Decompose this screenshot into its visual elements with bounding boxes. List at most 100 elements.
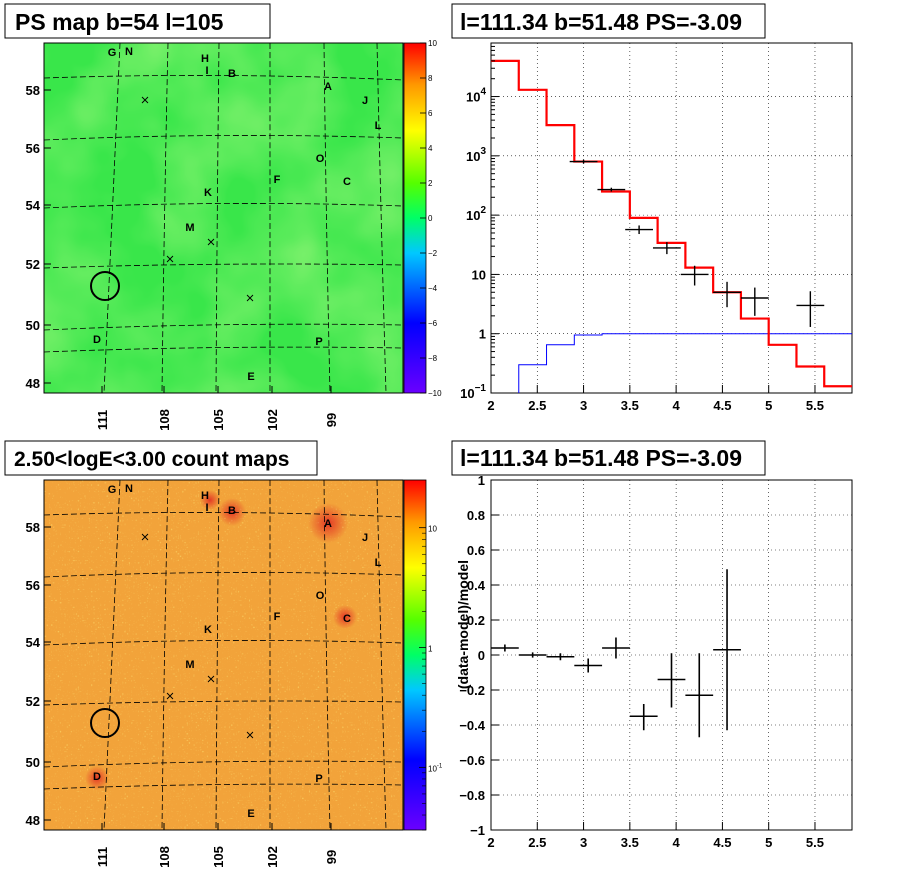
- x-tick-label: 5.5: [806, 835, 824, 850]
- residual-title-box: [451, 440, 766, 476]
- y-tick-exp: 3: [480, 146, 486, 157]
- target-circle-count: [90, 708, 120, 738]
- colorbar-tick-label: 0: [428, 214, 433, 223]
- y-tick-label: 58: [26, 520, 40, 535]
- graticule-line: [323, 479, 331, 831]
- x-tick-label: 2: [487, 398, 494, 413]
- cross-marker: [246, 731, 254, 739]
- x-tick-label: 4.5: [713, 398, 731, 413]
- y-tick-label: 0.4: [467, 578, 486, 593]
- colorbar-tick-label: −4: [428, 284, 438, 293]
- source-label: M: [185, 222, 194, 234]
- hotspot-c: [333, 605, 357, 629]
- x-tick-label: 3.5: [621, 835, 639, 850]
- x-tick-label: 5.5: [806, 398, 824, 413]
- source-label: E: [247, 808, 254, 820]
- count-map-title-box: [4, 440, 318, 476]
- source-label: G: [108, 484, 117, 496]
- y-tick-label: 52: [26, 694, 40, 709]
- y-tick-label: 1: [478, 473, 485, 488]
- x-tick-label: 2: [487, 835, 494, 850]
- y-tick-label: 48: [26, 813, 40, 828]
- source-label: O: [316, 590, 325, 602]
- graticule-line: [215, 42, 220, 394]
- colorbar-tick-label: 10-1: [428, 763, 443, 773]
- count-map-axis-ticks: 111 108 105 102 99 58 56 54 52 50 48: [26, 520, 339, 868]
- spectrum-model-series: [491, 59, 852, 388]
- source-label: C: [343, 176, 351, 188]
- cross-marker: [141, 533, 149, 541]
- residual-title: l=111.34 b=51.48 PS=-3.09: [460, 445, 742, 471]
- y-tick-base: 10: [472, 267, 486, 282]
- count-map-frame: [43, 479, 404, 831]
- colorbar-tick-exp: -1: [437, 763, 443, 769]
- x-tick-label: 3: [580, 835, 587, 850]
- x-tick-label: 105: [211, 846, 226, 868]
- graticule-line: [43, 512, 404, 518]
- colorbar-tick-label: 10: [428, 39, 437, 48]
- spectrum-plot-area: [490, 42, 853, 394]
- x-tick-label: 111: [95, 410, 110, 430]
- source-label: F: [274, 174, 281, 186]
- x-tick-label: 4: [673, 398, 681, 413]
- x-tick-label: 108: [157, 409, 172, 431]
- y-tick-label: 56: [26, 578, 40, 593]
- cross-marker: [246, 294, 254, 302]
- y-tick-label: −0.6: [459, 753, 485, 768]
- ps-map-colorbar: [404, 43, 426, 393]
- count-map-markers: [141, 533, 254, 739]
- source-label: J: [362, 95, 368, 107]
- graticule-line: [376, 479, 387, 831]
- graticule-line: [43, 700, 404, 706]
- y-tick-label: 58: [26, 83, 40, 98]
- source-label: N: [125, 483, 133, 495]
- x-tick-label: 108: [157, 846, 172, 868]
- y-tick-base: 10: [460, 386, 474, 401]
- graticule-line: [323, 42, 331, 394]
- cross-marker: [207, 238, 215, 246]
- graticule-line: [43, 263, 404, 269]
- ps-map-title-box: [4, 3, 271, 39]
- residual-data-points: [491, 569, 741, 738]
- residual-ylabel: (data-model)/model: [455, 560, 471, 689]
- source-label: K: [204, 624, 212, 636]
- source-label: E: [247, 371, 254, 383]
- hotspot-b: [218, 498, 246, 526]
- colorbar-tick-label: 2: [428, 179, 433, 188]
- cross-marker: [166, 692, 174, 700]
- y-tick-label: 104: [466, 87, 486, 105]
- hotspot-d: [85, 766, 109, 790]
- residual-panel: 2 2.5 3 3.5 4 4.5 5 5.5 1 0.8 0.6 0.4 0.2 0 −0.2 −0.4 −0…: [451, 440, 853, 850]
- y-tick-label: 0.6: [467, 543, 485, 558]
- colorbar-tick-label: −2: [428, 249, 438, 258]
- y-tick-label: 102: [466, 205, 486, 223]
- spectrum-title: l=111.34 b=51.48 PS=-3.09: [460, 9, 742, 35]
- x-tick-label: 3.5: [621, 398, 639, 413]
- y-tick-label: −1: [470, 823, 485, 838]
- source-label: L: [375, 557, 382, 569]
- x-tick-label: 2.5: [528, 835, 546, 850]
- y-tick-label: 10−1: [460, 383, 486, 401]
- source-label: M: [185, 659, 194, 671]
- source-label: P: [315, 773, 322, 785]
- ps-map-markers: [141, 96, 254, 302]
- colorbar-tick-label: 1: [428, 645, 433, 654]
- y-tick-label: 54: [26, 198, 41, 213]
- source-label: D: [93, 334, 101, 346]
- colorbar-tick-label: 10: [428, 525, 437, 534]
- graticule-line: [161, 479, 169, 831]
- y-tick-exp: 4: [480, 87, 486, 98]
- cross-marker: [141, 96, 149, 104]
- x-tick-label: 102: [265, 409, 280, 431]
- source-label: D: [93, 771, 101, 783]
- spectrum-blue-series: [518, 333, 852, 393]
- x-tick-label: 4.5: [713, 835, 731, 850]
- source-label: P: [315, 336, 322, 348]
- x-tick-label: 2.5: [528, 398, 546, 413]
- graticule-line: [43, 135, 404, 141]
- y-tick-label: 10: [472, 267, 486, 282]
- source-label: A: [324, 518, 332, 530]
- source-label: G: [108, 47, 117, 59]
- count-map-graticule: [43, 479, 404, 831]
